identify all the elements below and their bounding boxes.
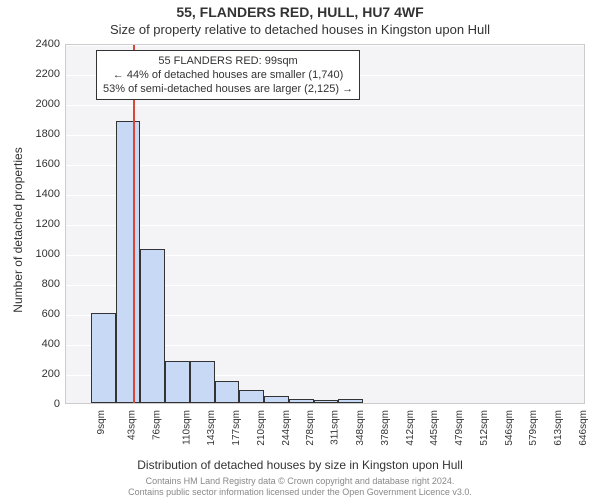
xtick-label: 311sqm xyxy=(330,410,341,445)
xtick-label: 378sqm xyxy=(380,410,391,446)
callout-line3: 53% of semi-detached houses are larger (… xyxy=(103,82,353,96)
attr-line2: Contains public sector information licen… xyxy=(0,487,600,498)
title-main: 55, FLANDERS RED, HULL, HU7 4WF xyxy=(0,4,600,20)
grid-line xyxy=(66,135,584,136)
xtick-label: 244sqm xyxy=(281,410,292,446)
callout-line2: ← 44% of detached houses are smaller (1,… xyxy=(103,68,353,82)
grid-line xyxy=(66,165,584,166)
title-sub: Size of property relative to detached ho… xyxy=(0,22,600,37)
ytick-label: 2000 xyxy=(20,98,60,110)
ytick-label: 400 xyxy=(20,338,60,350)
ytick-label: 800 xyxy=(20,278,60,290)
histogram-bar xyxy=(215,381,240,404)
xtick-label: 110sqm xyxy=(181,410,192,445)
xtick-label: 479sqm xyxy=(454,410,465,446)
histogram-bar xyxy=(91,313,116,403)
xtick-label: 177sqm xyxy=(231,410,242,446)
x-axis-label: Distribution of detached houses by size … xyxy=(0,458,600,472)
xtick-label: 348sqm xyxy=(355,410,366,446)
ytick-label: 2200 xyxy=(20,68,60,80)
grid-line xyxy=(66,195,584,196)
histogram-bar xyxy=(190,361,215,403)
ytick-label: 1400 xyxy=(20,188,60,200)
grid-line xyxy=(66,45,584,46)
xtick-label: 445sqm xyxy=(429,410,440,446)
histogram-bar xyxy=(165,361,190,403)
grid-line xyxy=(66,225,584,226)
chart-container: 55, FLANDERS RED, HULL, HU7 4WF Size of … xyxy=(0,0,600,500)
ytick-label: 200 xyxy=(20,368,60,380)
histogram-bar xyxy=(314,400,339,403)
grid-line xyxy=(66,405,584,406)
callout-line1: 55 FLANDERS RED: 99sqm xyxy=(103,54,353,68)
attr-line1: Contains HM Land Registry data © Crown c… xyxy=(0,476,600,487)
histogram-bar xyxy=(338,399,363,404)
xtick-label: 579sqm xyxy=(528,410,539,446)
histogram-bar xyxy=(264,396,289,404)
ytick-label: 600 xyxy=(20,308,60,320)
grid-line xyxy=(66,105,584,106)
ytick-label: 2400 xyxy=(20,38,60,50)
histogram-bar xyxy=(239,390,264,404)
attribution: Contains HM Land Registry data © Crown c… xyxy=(0,476,600,498)
xtick-label: 412sqm xyxy=(405,410,416,446)
ytick-label: 1200 xyxy=(20,218,60,230)
xtick-label: 546sqm xyxy=(504,410,515,446)
xtick-label: 76sqm xyxy=(151,410,162,440)
xtick-label: 512sqm xyxy=(479,410,490,446)
callout-box: 55 FLANDERS RED: 99sqm← 44% of detached … xyxy=(96,50,360,100)
ytick-label: 1600 xyxy=(20,158,60,170)
xtick-label: 143sqm xyxy=(207,410,218,446)
ytick-label: 0 xyxy=(20,398,60,410)
histogram-bar xyxy=(289,399,314,404)
xtick-label: 9sqm xyxy=(96,410,107,434)
xtick-label: 43sqm xyxy=(127,410,138,440)
xtick-label: 210sqm xyxy=(256,410,267,446)
xtick-label: 278sqm xyxy=(306,410,317,446)
xtick-label: 613sqm xyxy=(553,410,564,446)
xtick-label: 646sqm xyxy=(578,410,589,446)
ytick-label: 1000 xyxy=(20,248,60,260)
ytick-label: 1800 xyxy=(20,128,60,140)
histogram-bar xyxy=(140,249,165,404)
histogram-bar xyxy=(116,121,141,403)
